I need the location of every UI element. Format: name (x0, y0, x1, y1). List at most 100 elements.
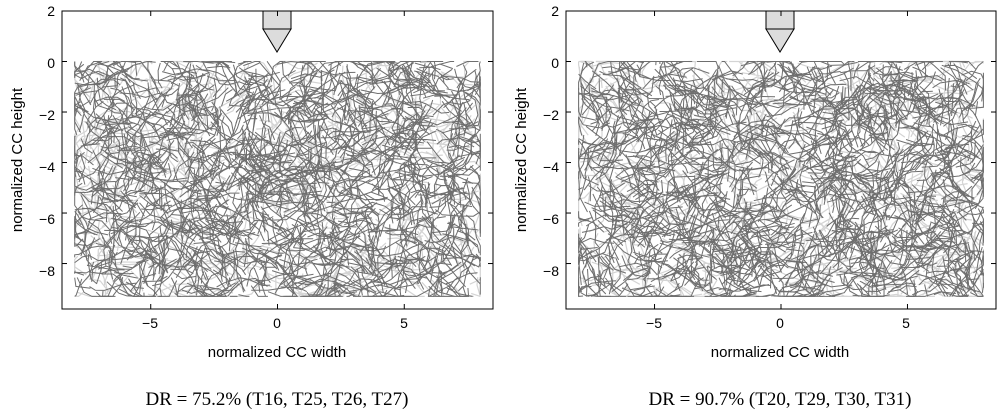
fiber-segment (282, 238, 294, 273)
fiber-segment (948, 215, 956, 252)
fiber-segment (708, 282, 715, 297)
fiber-segment (190, 142, 207, 165)
fiber-segment (127, 126, 167, 174)
fiber-segment (844, 275, 860, 297)
fiber-segment (341, 169, 382, 179)
fiber-segment (223, 291, 227, 297)
fiber-segment (94, 98, 122, 114)
fiber-segment (954, 258, 960, 273)
fiber-segment (712, 244, 735, 253)
fiber-segment (178, 92, 186, 126)
fiber-segment (937, 78, 963, 109)
fiber-segment (650, 61, 683, 79)
fiber-segment (687, 110, 713, 146)
fiber-segment (719, 71, 743, 78)
fiber-segment (121, 65, 140, 80)
fiber-segment (193, 232, 223, 244)
fiber-segment (436, 138, 456, 145)
fiber-segment (104, 61, 120, 83)
fiber-segment (332, 242, 337, 264)
fiber-segment (667, 191, 714, 222)
fiber-segment (476, 277, 481, 297)
fiber-segment (347, 110, 371, 124)
fiber-segment (783, 189, 816, 213)
fiber-segment (340, 169, 353, 210)
fiber-segment (949, 61, 960, 67)
fiber-segment (916, 103, 922, 141)
fiber-segment (198, 138, 216, 147)
fiber-segment (748, 220, 788, 230)
fiber-segment (435, 128, 459, 149)
fiber-segment (450, 207, 466, 229)
fiber-segment (897, 152, 906, 191)
fiber-segment (947, 159, 969, 198)
fiber-segment (690, 147, 732, 159)
fiber-segment (729, 142, 736, 188)
fiber-segment (255, 68, 274, 105)
fiber-segment (764, 171, 777, 196)
fiber-segment (85, 121, 112, 156)
fiber-segment (597, 219, 627, 243)
fiber-segment (615, 155, 644, 178)
fiber-segment (89, 85, 118, 105)
fiber-segment (923, 197, 937, 229)
fiber-segment (792, 84, 821, 94)
fiber-segment (600, 261, 622, 292)
fiber-segment (790, 75, 821, 83)
fiber-segment (439, 61, 455, 65)
fiber-segment (594, 138, 609, 152)
fiber-segment (367, 110, 377, 149)
fiber-segment (868, 134, 894, 141)
fiber-segment (374, 255, 426, 265)
fiber-segment (176, 263, 199, 297)
fiber-segment (939, 162, 976, 178)
fiber-segment (260, 261, 266, 285)
fiber-segment (78, 61, 110, 97)
fiber-segment (74, 215, 82, 226)
fiber-segment (902, 177, 918, 204)
fiber-segment (334, 221, 371, 243)
fiber-segment (578, 237, 597, 263)
fiber-segment (812, 226, 818, 241)
fiber-segment (759, 62, 801, 81)
fiber-segment (664, 136, 695, 179)
fiber-segment (583, 165, 606, 191)
fiber-segment (903, 60, 925, 70)
fiber-segment (929, 123, 935, 161)
fiber-segment (81, 122, 95, 152)
fiber-segment (104, 260, 111, 295)
fiber-segment (675, 144, 708, 166)
fiber-segment (810, 68, 826, 84)
fiber-segment (342, 61, 359, 67)
fiber-segment (83, 224, 107, 235)
fiber-segment (212, 156, 238, 181)
fiber-segment (851, 278, 867, 297)
fiber-segment (164, 117, 180, 139)
fiber-segment (714, 225, 738, 259)
fiber-segment (869, 247, 890, 279)
fiber-segment (92, 187, 119, 203)
fiber-segment (885, 75, 894, 105)
fiber-segment (851, 155, 876, 195)
fiber-segment (665, 191, 701, 202)
fiber-segment (287, 275, 306, 285)
fiber-segment (945, 124, 981, 166)
fiber-segment (826, 213, 844, 227)
fiber-segment (430, 251, 438, 283)
fiber-segment (324, 176, 380, 188)
fiber-segment (115, 199, 137, 209)
fiber-segment (195, 241, 230, 258)
fiber-segment (913, 245, 939, 253)
fiber-segment (162, 88, 179, 97)
fiber-segment (917, 97, 944, 125)
fiber-segment (352, 95, 369, 134)
fiber-segment (312, 185, 322, 214)
fiber-segment (859, 275, 907, 288)
fiber-segment (294, 90, 331, 120)
fiber-segment (308, 284, 363, 296)
fiber-segment (463, 102, 473, 135)
fiber-segment (632, 168, 670, 198)
fiber-segment (775, 180, 784, 210)
fiber-segment (337, 272, 376, 294)
fiber-segment (373, 277, 423, 289)
